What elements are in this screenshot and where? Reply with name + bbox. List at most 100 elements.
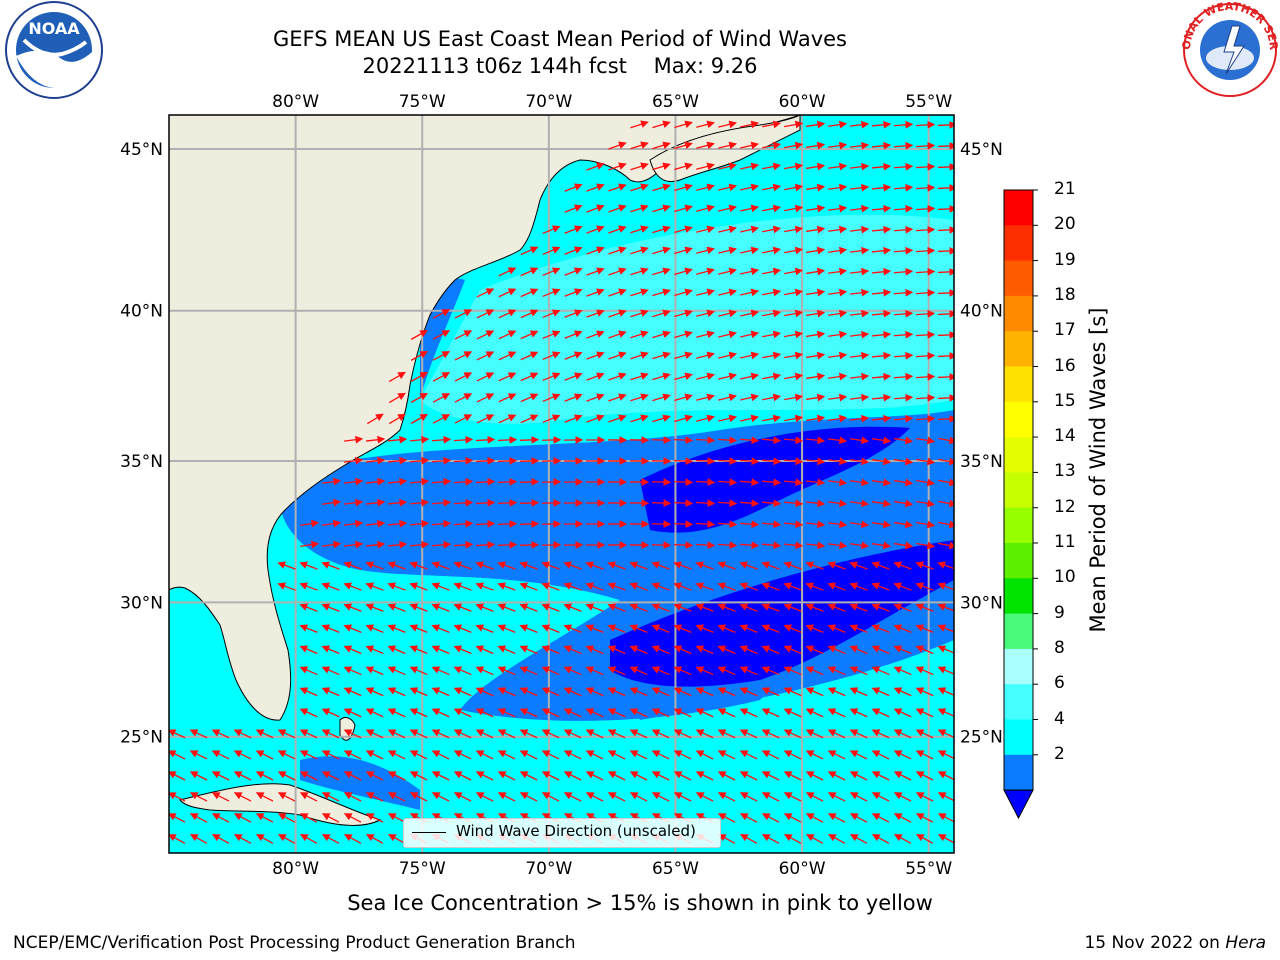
wave-arrow [871,372,892,381]
wave-arrow [849,372,870,381]
wave-arrow [871,225,892,234]
wave-arrow [915,582,934,591]
wave-arrow [343,561,362,570]
wave-arrow [299,603,318,612]
wave-arrow [871,729,890,739]
wave-arrow [211,771,230,781]
wave-arrow [233,792,252,802]
wave-arrow [695,603,714,612]
wave-arrow [849,162,870,171]
wave-arrow [651,645,670,655]
wave-arrow [255,729,274,739]
wave-arrow [871,204,892,213]
wave-arrow [542,330,561,340]
wave-arrow [431,708,450,718]
wave-arrow [762,393,782,402]
wave-arrow [607,708,626,718]
wave-arrow [586,204,605,213]
wave-arrow [585,792,604,802]
wave-arrow [476,309,495,319]
wave-arrow [893,246,914,255]
wave-arrow [629,561,648,570]
wave-arrow [806,309,826,318]
wave-arrow [915,246,936,255]
wave-arrow [937,813,954,823]
wave-arrow [893,414,914,423]
wave-arrow [233,750,252,760]
wave-arrow [937,729,954,739]
wave-arrow [740,288,760,297]
map-frame [168,114,955,854]
wave-arrow [937,225,954,234]
wave-arrow [431,456,452,465]
wave-arrow [783,541,804,550]
wave-arrow [915,183,936,192]
wave-arrow [432,393,451,403]
wave-arrow [915,309,936,318]
credit-line: NCEP/EMC/Verification Post Processing Pr… [13,933,576,953]
wave-arrow [827,288,848,297]
wave-arrow [827,750,846,760]
lat-labels-right: 45°N 40°N 35°N 30°N 25°N [960,140,1003,748]
wave-arrow [519,645,538,655]
colorbar-segment [1004,331,1033,367]
wave-arrow [783,561,802,570]
wave-arrow [586,309,605,318]
wave-arrow [343,603,362,612]
wave-arrow [872,541,892,550]
wave-arrow [542,267,561,277]
wave-arrow [740,372,760,381]
colorbar-tick-label: 6 [1054,673,1065,694]
wave-arrow [541,582,560,591]
wave-arrow [409,561,428,570]
wave-arrow [915,120,936,129]
wave-arrow [893,603,912,612]
wave-arrow [585,624,604,633]
wave-arrow [717,603,736,612]
wave-arrow [475,645,494,655]
wave-arrow [211,813,230,823]
wave-arrow [233,834,252,844]
wave-arrow [498,309,517,319]
wave-arrow [453,477,474,486]
wave-arrow [739,582,758,591]
wave-arrow [630,414,649,423]
wave-arrow [321,729,340,739]
wave-arrow [321,645,340,655]
wave-arrow [783,771,802,781]
wave-arrow [717,582,736,591]
wave-arrow [607,687,626,697]
wave-arrow [476,372,495,382]
lon-label-top: 70°W [525,92,572,112]
wave-arrow [387,645,406,655]
wave-arrow [585,582,604,591]
colorbar [1003,189,1038,820]
lat-label-left: 40°N [120,302,163,322]
wave-arrow [343,834,362,844]
wave-arrow [827,436,848,445]
wave-arrow [299,582,318,591]
wave-arrow [915,372,936,381]
wave-arrow [387,813,406,823]
wave-arrow [805,541,826,550]
wave-arrow [740,414,760,423]
wave-arrow [542,288,561,298]
wave-arrow [739,708,758,718]
map-plot-area [169,115,954,853]
wave-arrow [739,603,758,612]
wave-arrow [365,771,384,781]
wave-arrow [673,792,692,802]
wave-arrow [673,687,692,697]
colorbar-segment [1004,401,1033,438]
wave-arrow [805,645,824,655]
lon-label-bottom: 80°W [272,859,319,879]
wave-arrow [673,520,694,529]
wave-arrow [498,372,517,382]
wave-arrow [827,687,846,697]
wave-arrow [717,478,738,487]
wave-arrow [608,330,627,339]
wave-arrow [783,582,802,591]
wave-arrow [718,288,738,297]
wave-arrow [255,834,274,844]
